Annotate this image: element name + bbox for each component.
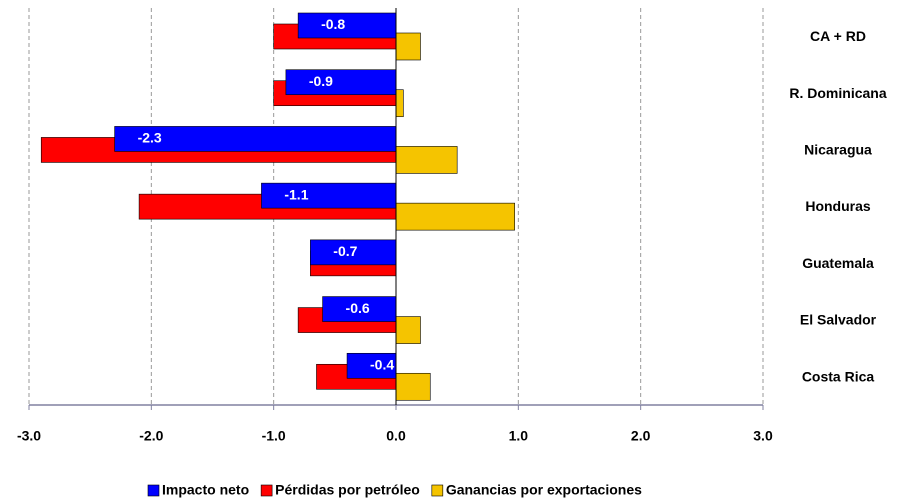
- bar: [310, 239, 397, 266]
- legend-swatch: [147, 484, 160, 497]
- x-tick-label: 0.0: [386, 428, 406, 444]
- bar: [395, 32, 421, 61]
- x-tick-label: 2.0: [631, 428, 651, 444]
- x-tick-label: -2.0: [139, 428, 163, 444]
- x-tick-label: 1.0: [509, 428, 529, 444]
- legend-label: Pérdidas por petróleo: [275, 482, 420, 498]
- category-label: CA + RD: [810, 28, 866, 44]
- bar: [346, 352, 397, 379]
- bar: [395, 202, 515, 231]
- x-tick-label: -1.0: [262, 428, 286, 444]
- x-tick-label: -3.0: [17, 428, 41, 444]
- bar: [322, 296, 397, 322]
- category-label: Nicaragua: [804, 141, 872, 157]
- value-label: -0.4: [370, 356, 394, 372]
- value-label: -0.7: [333, 243, 357, 259]
- legend-label: Ganancias por exportaciones: [446, 482, 642, 498]
- bar: [297, 12, 397, 39]
- value-label: -2.3: [138, 130, 162, 146]
- category-label: Honduras: [805, 198, 871, 214]
- legend-swatch: [260, 484, 273, 497]
- x-tick-label: 3.0: [753, 428, 773, 444]
- bar: [285, 69, 397, 96]
- value-label: -0.9: [309, 73, 333, 89]
- value-label: -0.6: [346, 300, 370, 316]
- legend-label: Impacto neto: [162, 482, 249, 498]
- bar: [395, 316, 421, 344]
- category-label: R. Dominicana: [789, 85, 886, 101]
- value-label: -0.8: [321, 16, 345, 32]
- legend-swatch: [431, 484, 444, 497]
- bar: [395, 372, 431, 401]
- bar: [261, 182, 397, 209]
- bar: [395, 89, 404, 118]
- value-label: -1.1: [284, 186, 308, 202]
- category-label: El Salvador: [800, 312, 877, 328]
- category-label: Costa Rica: [802, 368, 875, 384]
- bar: [395, 146, 458, 174]
- category-label: Guatemala: [802, 255, 874, 271]
